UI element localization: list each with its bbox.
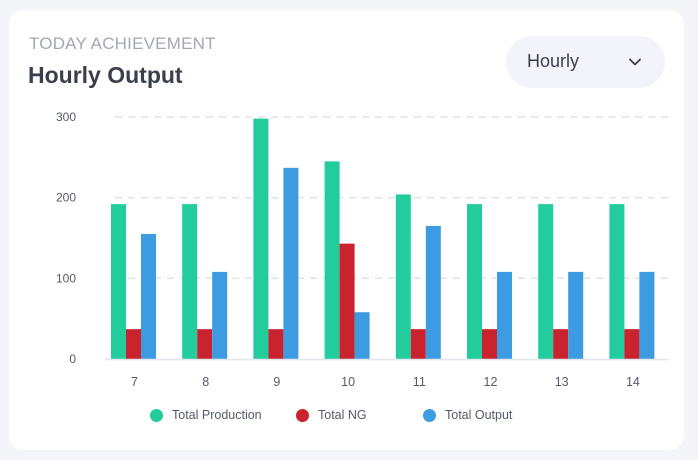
bar-total-production-13[interactable] bbox=[538, 204, 554, 359]
x-tick-label: 13 bbox=[555, 375, 569, 389]
x-tick-label: 7 bbox=[131, 375, 138, 389]
bar-total-ng-10[interactable] bbox=[339, 243, 355, 359]
y-axis-ticks: 0 100 200 300 bbox=[56, 110, 76, 366]
bar-total-ng-12[interactable] bbox=[482, 329, 497, 359]
bar-total-production-10[interactable] bbox=[324, 161, 340, 359]
x-tick-label: 11 bbox=[413, 375, 426, 389]
chevron-down-icon bbox=[629, 58, 641, 66]
x-axis-ticks: 7 8 9 10 11 12 13 14 bbox=[131, 375, 640, 389]
bar-total-ng-9[interactable] bbox=[268, 329, 284, 359]
period-dropdown-value: Hourly bbox=[527, 51, 580, 71]
x-tick-label: 9 bbox=[273, 375, 280, 389]
card-title: Hourly Output bbox=[28, 62, 183, 88]
bar-total-production-7[interactable] bbox=[111, 204, 126, 359]
x-tick-label: 10 bbox=[341, 375, 355, 389]
x-tick-label: 8 bbox=[202, 375, 209, 389]
bar-total-production-8[interactable] bbox=[182, 204, 198, 359]
bar-total-production-14[interactable] bbox=[609, 204, 625, 359]
bar-total-output-14[interactable] bbox=[639, 271, 655, 359]
legend-label-total-ng: Total NG bbox=[318, 408, 367, 422]
legend-label-total-production: Total Production bbox=[172, 408, 262, 422]
bar-total-production-12[interactable] bbox=[467, 204, 482, 359]
legend-swatch-total-production bbox=[150, 409, 163, 422]
bar-total-output-10[interactable] bbox=[354, 312, 370, 359]
legend-swatch-total-output bbox=[423, 409, 436, 422]
y-tick-label: 300 bbox=[56, 110, 76, 124]
bar-total-ng-7[interactable] bbox=[126, 329, 141, 359]
grid-lines bbox=[115, 116, 669, 280]
chart-card: TODAY ACHIEVEMENT Hourly Output Hourly 0… bbox=[9, 10, 684, 450]
legend-label-total-output: Total Output bbox=[445, 408, 513, 422]
card-subtitle: TODAY ACHIEVEMENT bbox=[29, 34, 216, 53]
bars bbox=[111, 118, 655, 359]
bar-chart: 0 100 200 300 7 8 9 10 11 12 13 14 bbox=[56, 110, 669, 389]
x-tick-label: 12 bbox=[484, 375, 498, 389]
bar-total-ng-13[interactable] bbox=[553, 329, 569, 359]
y-tick-label: 200 bbox=[56, 191, 76, 205]
bar-total-ng-11[interactable] bbox=[410, 329, 426, 359]
y-tick-label: 0 bbox=[69, 352, 76, 366]
bar-total-output-12[interactable] bbox=[497, 271, 512, 359]
x-tick-label: 14 bbox=[626, 375, 640, 389]
bar-total-ng-8[interactable] bbox=[197, 329, 213, 359]
legend-swatch-total-ng bbox=[296, 409, 309, 422]
bar-total-output-8[interactable] bbox=[212, 271, 228, 359]
bar-total-output-9[interactable] bbox=[283, 167, 299, 359]
bar-total-production-9[interactable] bbox=[253, 118, 269, 359]
bar-total-output-13[interactable] bbox=[568, 271, 584, 359]
bar-total-production-11[interactable] bbox=[395, 194, 411, 359]
bar-total-output-7[interactable] bbox=[141, 233, 156, 359]
y-tick-label: 100 bbox=[56, 271, 76, 285]
bar-total-output-11[interactable] bbox=[425, 225, 441, 359]
bar-total-ng-14[interactable] bbox=[624, 329, 640, 359]
period-dropdown[interactable]: Hourly bbox=[506, 36, 665, 88]
